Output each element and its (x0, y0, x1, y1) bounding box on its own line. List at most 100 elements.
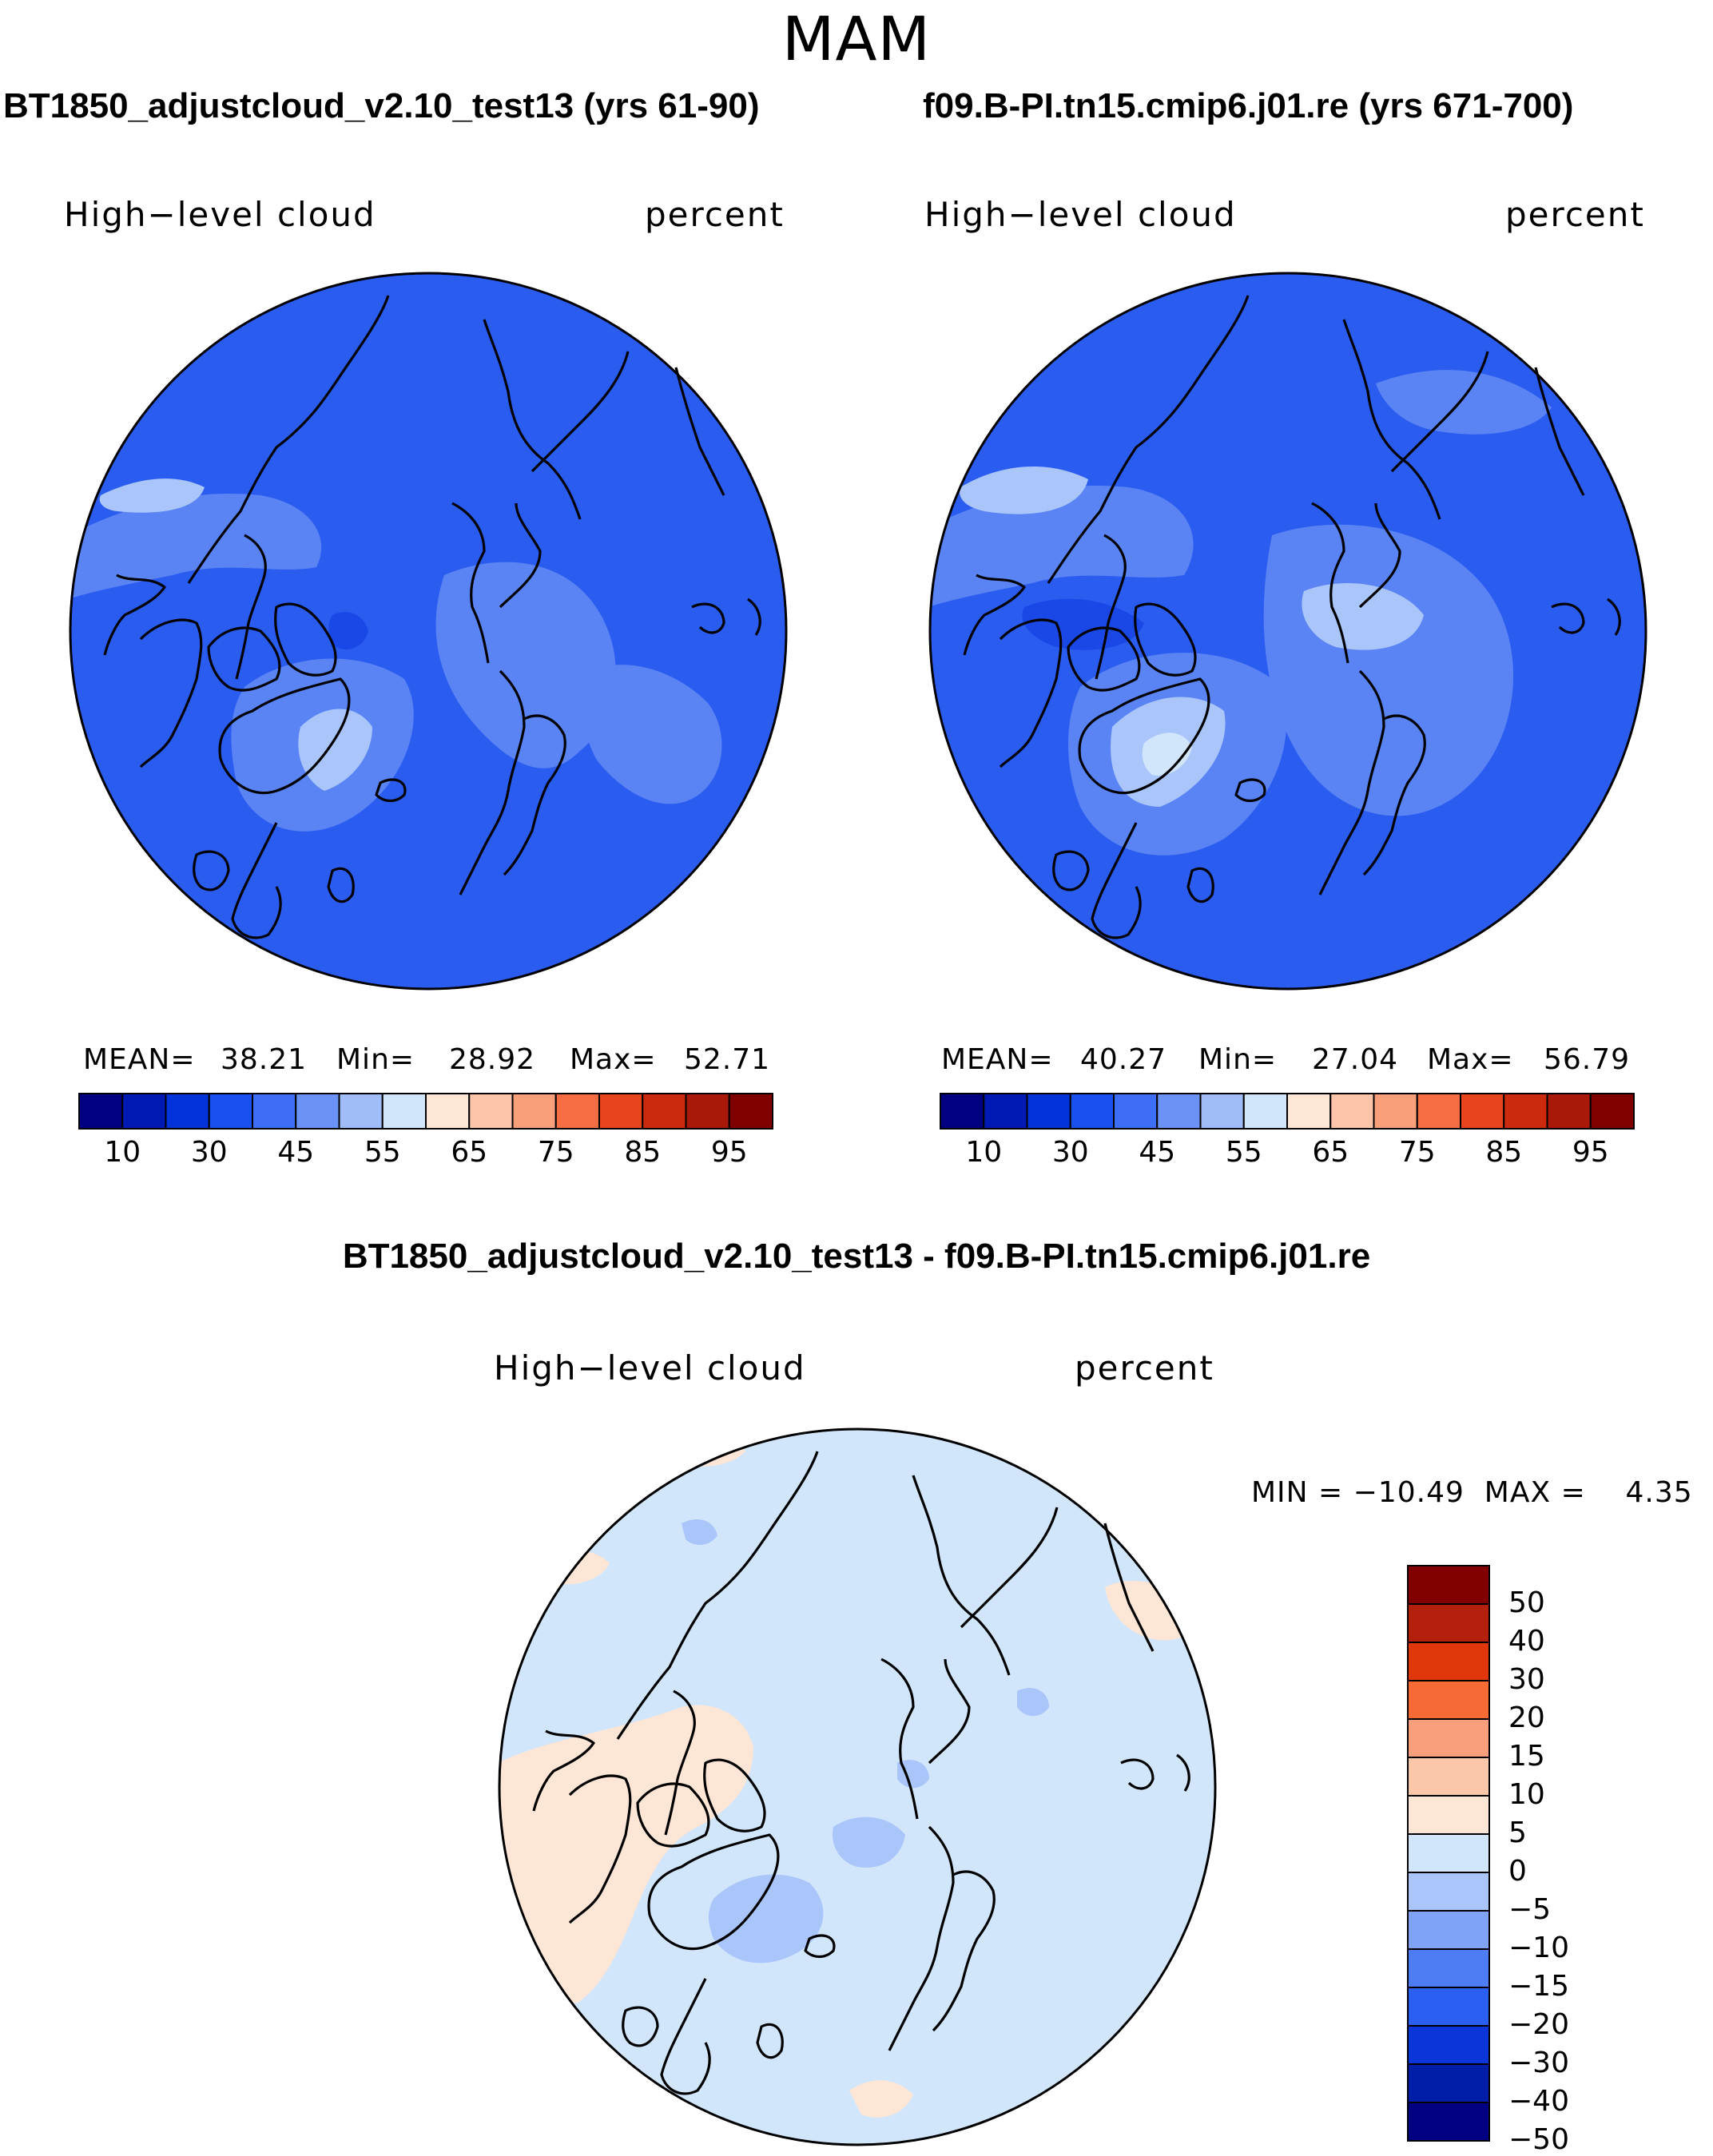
diff-colorbar-swatch (1407, 1603, 1490, 1643)
colorbar-swatch (1503, 1093, 1548, 1130)
panel-2-colorbar-tick: 10 (965, 1136, 1003, 1169)
diff-colorbar-tick: 30 (1508, 1663, 1545, 1696)
diff-field-negative-4 (1017, 1688, 1049, 1717)
colorbar-swatch (685, 1093, 730, 1130)
panel-2-map (928, 272, 1647, 991)
diff-colorbar-tick: −5 (1508, 1893, 1552, 1926)
panel-1-field-base (70, 273, 786, 989)
colorbar-swatch (1113, 1093, 1159, 1130)
panel-2-field-contour-8 (1142, 733, 1192, 776)
diff-colorbar-swatch (1407, 1833, 1490, 1873)
panel-2-field-contour-9 (1022, 598, 1144, 650)
colorbar-swatch (554, 1093, 600, 1130)
panel-1-field-contour-4 (579, 665, 722, 804)
diff-colorbar-swatch (1407, 1757, 1490, 1797)
diff-field-positive-5 (849, 2080, 913, 2118)
diff-field-negative-2 (833, 1817, 905, 1868)
diff-colorbar-tick: 0 (1508, 1855, 1527, 1888)
colorbar-swatch (1329, 1093, 1375, 1130)
panel-1-colorbar-tick: 85 (624, 1136, 662, 1169)
panel-1-colorbar-tick: 30 (190, 1136, 228, 1169)
panel-1-colorbar-tick: 75 (537, 1136, 574, 1169)
diff-panel-minmax: MIN = −10.49 MAX = 4.35 (1251, 1476, 1693, 1509)
panel-2-title: f09.B-PI.tn15.cmip6.j01.re (yrs 671-700) (923, 86, 1574, 125)
panel-1-field-contour-2 (435, 562, 616, 768)
diff-colorbar-tick: −40 (1508, 2085, 1569, 2118)
panel-1-field-contour-1 (70, 494, 322, 599)
panel-1-units-label: percent (645, 195, 785, 234)
diff-field-negative-3 (682, 1519, 717, 1545)
panel-1-field-contour-6 (298, 709, 372, 791)
panel-2-colorbar-tick: 30 (1051, 1136, 1089, 1169)
panel-2-variable-label: High−level cloud (924, 195, 1237, 234)
colorbar-swatch (1546, 1093, 1592, 1130)
colorbar-swatch (983, 1093, 1028, 1130)
colorbar-swatch (1416, 1093, 1461, 1130)
colorbar-swatch (1373, 1093, 1418, 1130)
panel-2-min-value: 27.04 (1312, 1043, 1399, 1076)
panel-1-variable-label: High−level cloud (64, 195, 376, 234)
colorbar-swatch (728, 1093, 773, 1130)
colorbar-swatch (1069, 1093, 1115, 1130)
diff-colorbar-swatch (1407, 2063, 1490, 2103)
panel-1-min-value: 28.92 (449, 1043, 536, 1076)
colorbar-swatch (78, 1093, 124, 1130)
colorbar-swatch (295, 1093, 340, 1130)
panel-1-mean-label: MEAN= (83, 1043, 196, 1076)
panel-2-colorbar-tick: 55 (1225, 1136, 1262, 1169)
diff-colorbar-swatch (1407, 2102, 1490, 2142)
colorbar-swatch (208, 1093, 253, 1130)
colorbar-swatch (252, 1093, 297, 1130)
diff-colorbar-swatch (1407, 1795, 1490, 1835)
panel-1-colorbar-tick: 65 (451, 1136, 488, 1169)
panel-1-colorbar-tick: 95 (710, 1136, 748, 1169)
diff-colorbar-swatch (1407, 1565, 1490, 1605)
diff-colorbar (1407, 1565, 1490, 2142)
diff-panel-map (498, 1427, 1217, 2146)
panel-1-title: BT1850_adjustcloud_v2.10_test13 (yrs 61-… (3, 86, 760, 125)
colorbar-swatch (1199, 1093, 1245, 1130)
panel-2-max-label: Max= (1427, 1043, 1514, 1076)
panel-1-map-border (69, 272, 788, 991)
panel-1-mean-value: 38.21 (221, 1043, 308, 1076)
colorbar-swatch (165, 1093, 210, 1130)
diff-panel-coastlines (532, 1451, 1190, 2095)
panel-2-colorbar-tick: 85 (1485, 1136, 1523, 1169)
diff-colorbar-swatch (1407, 1680, 1490, 1720)
diff-field-positive-1 (499, 1705, 753, 2005)
panel-2-colorbar-tick: 45 (1139, 1136, 1176, 1169)
colorbar-swatch (1286, 1093, 1332, 1130)
panel-2-field-contour-4 (1376, 370, 1552, 435)
season-title: MAM (781, 3, 932, 74)
panel-1-colorbar-tick: 45 (277, 1136, 315, 1169)
panel-2-field-contour-7 (1302, 583, 1424, 650)
colorbar-swatch (121, 1093, 167, 1130)
diff-field-negative-1 (709, 1874, 824, 1963)
diff-colorbar-swatch (1407, 1718, 1490, 1758)
diff-colorbar-swatch (1407, 1642, 1490, 1682)
panel-2-field-contour-5 (960, 466, 1088, 514)
diff-field-negative-5 (897, 1760, 929, 1789)
colorbar-swatch (1242, 1093, 1288, 1130)
diff-colorbar-tick: 40 (1508, 1625, 1545, 1658)
colorbar-swatch (425, 1093, 471, 1130)
diff-panel-map-border (498, 1427, 1217, 2146)
diff-colorbar-tick: −20 (1508, 2008, 1569, 2041)
colorbar-swatch (511, 1093, 557, 1130)
diff-colorbar-swatch (1407, 1987, 1490, 2027)
colorbar-swatch (468, 1093, 514, 1130)
panel-2-mean-label: MEAN= (941, 1043, 1054, 1076)
colorbar-swatch (642, 1093, 687, 1130)
diff-colorbar-swatch (1407, 1910, 1490, 1950)
panel-2-colorbar-tick: 65 (1312, 1136, 1349, 1169)
colorbar-swatch (598, 1093, 644, 1130)
colorbar-swatch (940, 1093, 985, 1130)
panel-1-colorbar (78, 1093, 773, 1130)
panel-1-field-contour-7 (328, 612, 368, 650)
panel-1-colorbar-tick: 10 (104, 1136, 141, 1169)
diff-panel-units-label: percent (1075, 1348, 1214, 1388)
panel-2-colorbar (940, 1093, 1635, 1130)
panel-1-field-contour-5 (99, 478, 205, 513)
diff-colorbar-tick: 50 (1508, 1586, 1545, 1619)
colorbar-swatch (1460, 1093, 1505, 1130)
